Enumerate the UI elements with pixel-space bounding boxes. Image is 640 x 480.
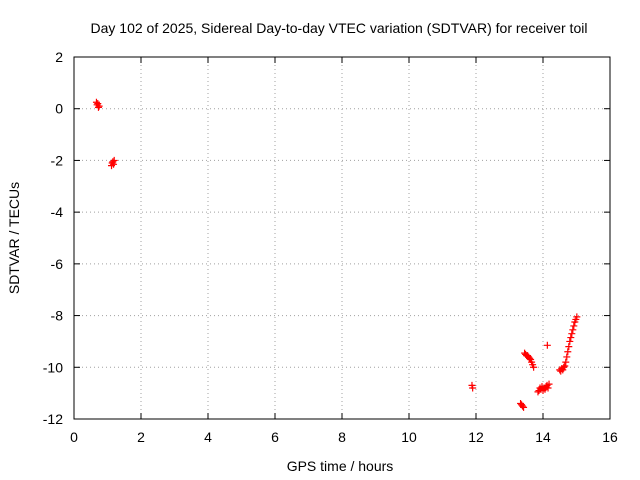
data-point [564, 348, 572, 356]
data-point [95, 102, 103, 110]
x-axis-label: GPS time / hours [287, 458, 394, 474]
x-tick-label: 6 [271, 429, 279, 445]
data-point [543, 341, 551, 349]
y-tick-label: -2 [51, 152, 64, 168]
data-point [530, 363, 538, 371]
x-tick-label: 16 [602, 429, 618, 445]
y-tick-label: -6 [51, 256, 64, 272]
data-point [94, 103, 102, 111]
data-point [520, 403, 528, 411]
x-tick-label: 2 [137, 429, 145, 445]
y-axis-label: SDTVAR / TECUs [6, 182, 22, 294]
tick-labels: 0 2 4 6 8 10 12 14 16 -12 -10 -8 -6 -4 -2 0 2 [43, 49, 618, 445]
data-point [526, 354, 534, 362]
y-tick-label: 0 [55, 101, 63, 117]
data-point [545, 380, 553, 388]
x-tick-label: 0 [70, 429, 78, 445]
grid-lines [74, 57, 610, 419]
data-point [570, 322, 578, 330]
data-point [562, 358, 570, 366]
data-point [110, 156, 118, 164]
data-point [560, 363, 568, 371]
x-tick-label: 4 [204, 429, 212, 445]
data-point [567, 334, 575, 342]
data-point [568, 330, 576, 338]
data-point [569, 326, 577, 334]
y-tick-label: -10 [43, 359, 63, 375]
data-points [92, 98, 581, 411]
data-point [544, 384, 552, 392]
data-point [573, 313, 581, 321]
data-point [110, 160, 118, 168]
plot-frame [73, 56, 611, 420]
data-point [519, 402, 527, 410]
data-point [566, 337, 574, 345]
data-point [565, 343, 573, 351]
data-point [563, 353, 571, 361]
y-tick-label: -8 [51, 308, 64, 324]
chart-title: Day 102 of 2025, Sidereal Day-to-day VTE… [91, 20, 588, 36]
x-tick-label: 14 [535, 429, 551, 445]
data-point [469, 384, 477, 392]
y-tick-label: -12 [43, 411, 63, 427]
x-tick-label: 10 [401, 429, 417, 445]
x-tick-label: 12 [468, 429, 484, 445]
y-tick-label: 2 [55, 49, 63, 65]
x-tick-label: 8 [338, 429, 346, 445]
y-tick-label: -4 [51, 204, 64, 220]
data-point [561, 362, 569, 370]
